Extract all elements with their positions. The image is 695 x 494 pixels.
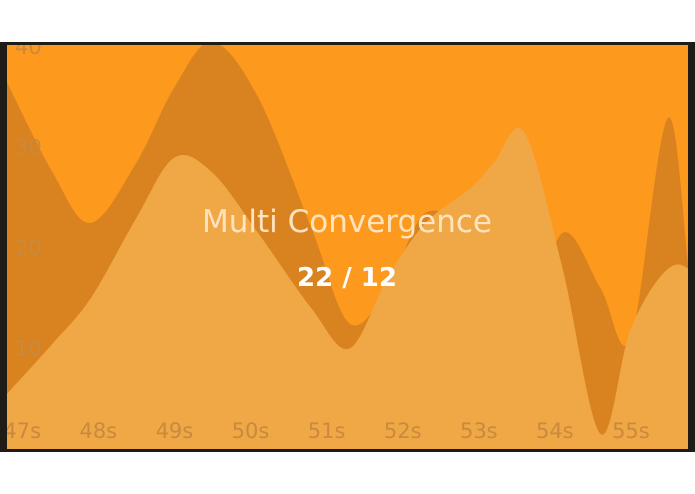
y-tick-label: 40	[15, 45, 42, 59]
x-tick-label: 55s	[612, 419, 650, 443]
x-tick-label: 50s	[232, 419, 270, 443]
multi-convergence-chart: 47s 48s 49s 50s 51s 52s 53s 54s 55s 40 30 20 10 Mult…	[7, 45, 688, 449]
y-tick-label: 10	[15, 337, 42, 361]
x-tick-label: 49s	[156, 419, 194, 443]
tick-layer: 47s 48s 49s 50s 51s 52s 53s 54s 55s 40 30 20 10	[7, 45, 650, 443]
x-tick-label: 54s	[536, 419, 574, 443]
y-tick-label: 30	[15, 136, 42, 160]
chart-frame: 47s 48s 49s 50s 51s 52s 53s 54s 55s 40 30 20 10 Mult…	[0, 42, 695, 452]
series-layer	[7, 45, 688, 449]
y-tick-label: 20	[15, 236, 42, 260]
x-tick-label: 47s	[7, 419, 41, 443]
x-tick-label: 53s	[460, 419, 498, 443]
x-tick-label: 48s	[79, 419, 117, 443]
series-area-2	[7, 128, 688, 449]
ratio-value: 22 / 12	[297, 263, 397, 293]
x-tick-label: 51s	[308, 419, 346, 443]
chart-title: Multi Convergence	[202, 204, 492, 240]
x-tick-label: 52s	[384, 419, 422, 443]
